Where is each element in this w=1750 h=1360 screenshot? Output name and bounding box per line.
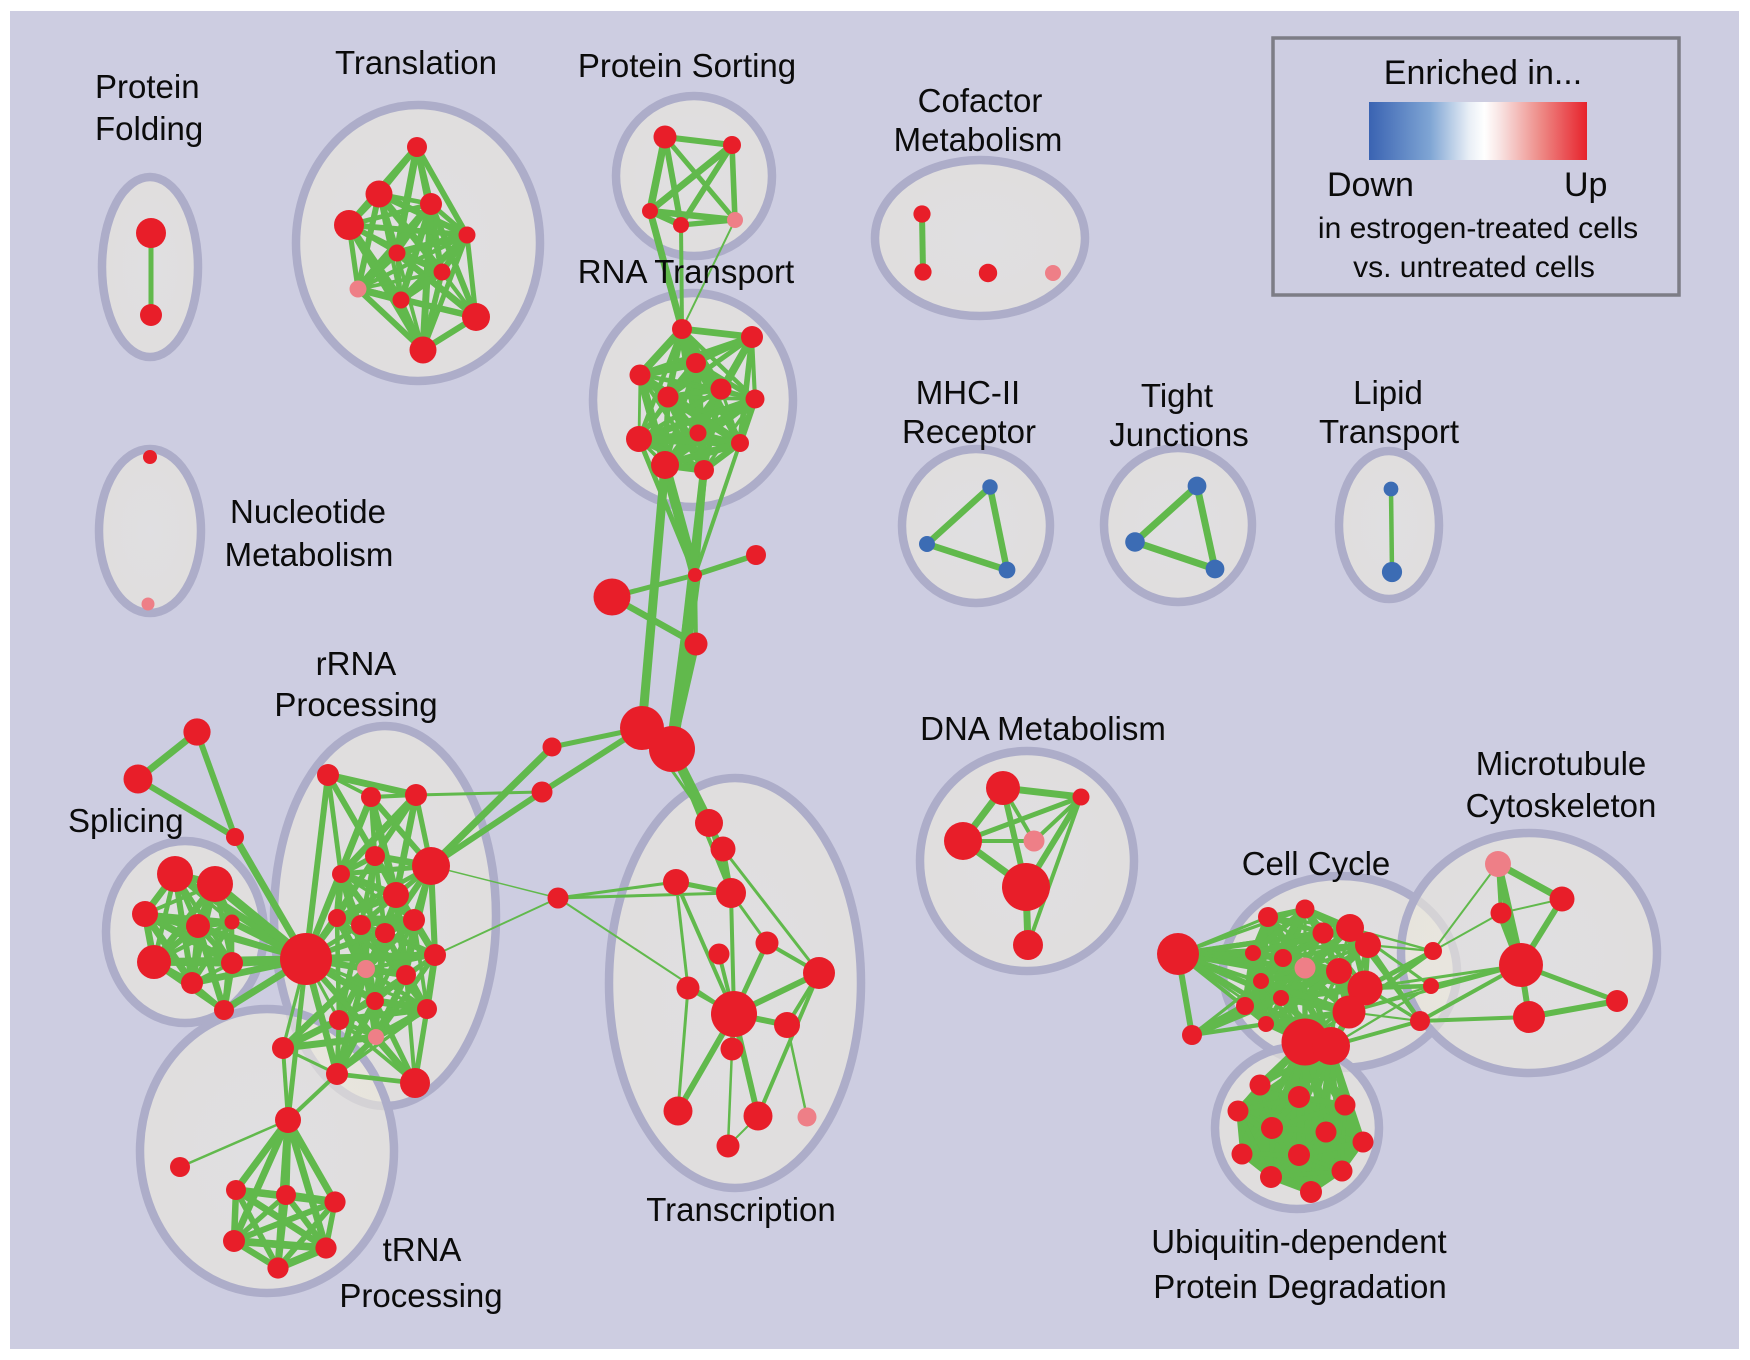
svg-text:Metabolism: Metabolism: [894, 121, 1063, 158]
svg-text:Nucleotide: Nucleotide: [230, 493, 386, 530]
svg-text:Protein Degradation: Protein Degradation: [1153, 1268, 1447, 1305]
svg-text:Tight: Tight: [1141, 377, 1213, 414]
svg-text:DNA Metabolism: DNA Metabolism: [920, 710, 1166, 747]
svg-text:Receptor: Receptor: [902, 413, 1036, 450]
svg-text:Cell Cycle: Cell Cycle: [1242, 845, 1391, 882]
svg-text:Protein: Protein: [95, 68, 200, 105]
svg-text:rRNA: rRNA: [316, 645, 397, 682]
svg-text:Folding: Folding: [95, 110, 203, 147]
svg-text:vs. untreated cells: vs. untreated cells: [1353, 251, 1595, 284]
svg-text:Translation: Translation: [335, 44, 497, 81]
svg-text:Protein Sorting: Protein Sorting: [578, 47, 796, 84]
svg-text:Enriched in...: Enriched in...: [1384, 54, 1582, 92]
svg-text:Lipid: Lipid: [1353, 374, 1423, 411]
svg-text:Processing: Processing: [339, 1277, 502, 1314]
svg-text:Metabolism: Metabolism: [225, 536, 394, 573]
svg-text:Junctions: Junctions: [1109, 416, 1248, 453]
svg-text:tRNA: tRNA: [383, 1231, 462, 1268]
svg-text:Transcription: Transcription: [646, 1191, 836, 1228]
svg-text:Ubiquitin-dependent: Ubiquitin-dependent: [1151, 1223, 1446, 1260]
svg-text:Down: Down: [1327, 166, 1414, 204]
svg-text:Transport: Transport: [1319, 413, 1459, 450]
svg-text:Splicing: Splicing: [68, 802, 184, 839]
svg-text:MHC-II: MHC-II: [916, 374, 1020, 411]
svg-text:RNA Transport: RNA Transport: [578, 253, 794, 290]
svg-text:Microtubule: Microtubule: [1476, 745, 1647, 782]
svg-text:in estrogen-treated cells: in estrogen-treated cells: [1318, 212, 1638, 245]
svg-text:Processing: Processing: [274, 686, 437, 723]
svg-text:Up: Up: [1564, 166, 1607, 204]
svg-text:Cytoskeleton: Cytoskeleton: [1466, 787, 1657, 824]
svg-text:Cofactor: Cofactor: [918, 82, 1043, 119]
